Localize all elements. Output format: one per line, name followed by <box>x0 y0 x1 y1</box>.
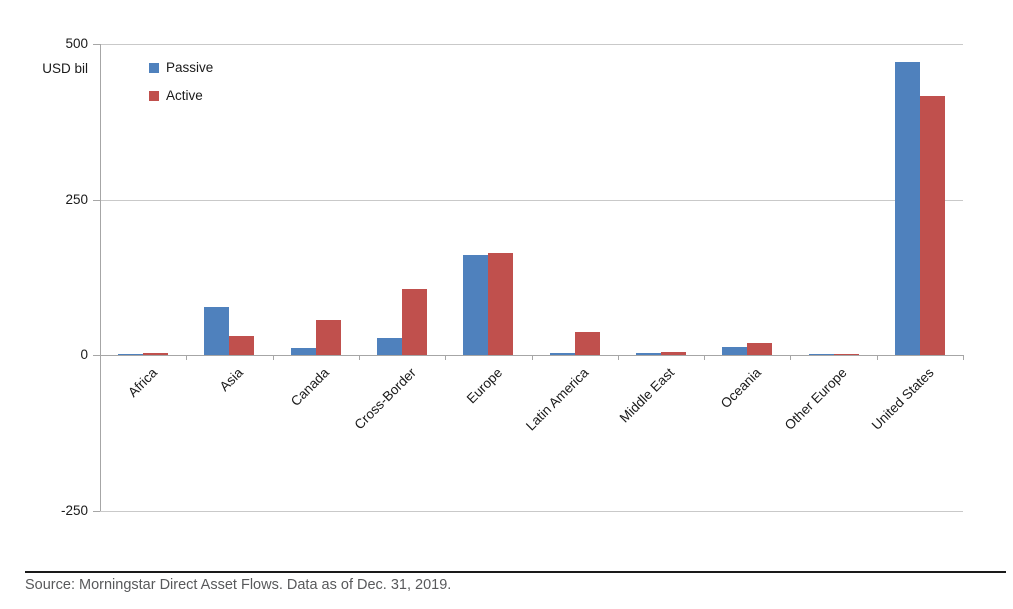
x-label-canada: Canada <box>288 365 333 410</box>
y-tick-label-250: 250 <box>65 191 88 207</box>
y-axis-tick-250 <box>93 199 100 201</box>
active-bar-europe <box>488 253 514 356</box>
footer-divider <box>25 571 1006 573</box>
passive-series-swatch-icon <box>149 62 159 73</box>
active-series-swatch-icon <box>149 90 159 101</box>
x-axis-tick-9 <box>876 355 878 361</box>
passive-bar-asia <box>204 307 230 356</box>
x-axis-tick-0 <box>100 355 101 361</box>
legend: Passive Active <box>149 60 213 103</box>
legend-item-active: Active <box>149 88 213 103</box>
x-axis-tick-1 <box>186 355 188 361</box>
active-bar-other-europe <box>833 354 859 356</box>
x-label-asia: Asia <box>216 365 247 395</box>
x-label-africa: Africa <box>124 365 160 401</box>
active-bar-asia <box>229 336 255 356</box>
active-legend-label: Active <box>166 88 203 103</box>
y-axis-tick-0 <box>93 355 100 357</box>
passive-bar-latin-america <box>549 352 575 356</box>
active-bar-canada <box>315 319 341 356</box>
x-axis-tick-2 <box>272 355 274 361</box>
passive-bar-africa <box>118 354 144 356</box>
x-axis-tick-4 <box>445 355 447 361</box>
x-axis-tick-8 <box>790 355 792 361</box>
active-bar-africa <box>143 352 169 356</box>
gridline-250 <box>100 199 963 201</box>
active-bar-latin-america <box>574 331 600 356</box>
active-bar-united-states <box>919 96 945 356</box>
y-tick-label-500: 500 <box>65 36 88 51</box>
passive-bar-middle-east <box>635 352 661 356</box>
source-text: Source: Morningstar Direct Asset Flows. … <box>25 577 452 593</box>
passive-bar-oceania <box>722 347 748 356</box>
x-label-latin-america: Latin America <box>522 365 592 434</box>
y-axis-tick-500 <box>93 44 100 45</box>
x-label-oceania: Oceania <box>717 365 764 412</box>
active-bar-oceania <box>747 342 773 356</box>
x-axis-tick-10 <box>963 355 964 361</box>
x-label-europe: Europe <box>463 365 505 407</box>
active-bar-cross-border <box>402 289 428 356</box>
x-label-united-states: United States <box>868 365 937 434</box>
legend-item-passive: Passive <box>149 60 213 75</box>
passive-bar-europe <box>463 254 489 356</box>
y-tick-label--250: -250 <box>60 503 88 518</box>
y-axis-line <box>100 44 101 511</box>
x-axis-tick-7 <box>704 355 706 361</box>
y-axis-unit-label: USD bil <box>42 61 88 76</box>
x-label-cross-border: Cross-Border <box>351 365 419 433</box>
y-axis-tick--250 <box>93 511 100 512</box>
x-axis-tick-6 <box>617 355 619 361</box>
passive-bar-other-europe <box>808 354 834 356</box>
x-axis-tick-3 <box>358 355 360 361</box>
passive-legend-label: Passive <box>166 60 214 75</box>
y-tick-label-0: 0 <box>80 347 88 363</box>
passive-bar-cross-border <box>377 337 403 356</box>
x-label-middle-east: Middle East <box>617 365 678 426</box>
gridline-500 <box>100 44 963 45</box>
passive-bar-canada <box>290 347 316 356</box>
passive-bar-united-states <box>894 62 920 356</box>
active-bar-middle-east <box>660 351 686 356</box>
gridline--250 <box>100 511 963 512</box>
x-label-other-europe: Other Europe <box>782 365 851 434</box>
x-axis-tick-5 <box>531 355 533 361</box>
